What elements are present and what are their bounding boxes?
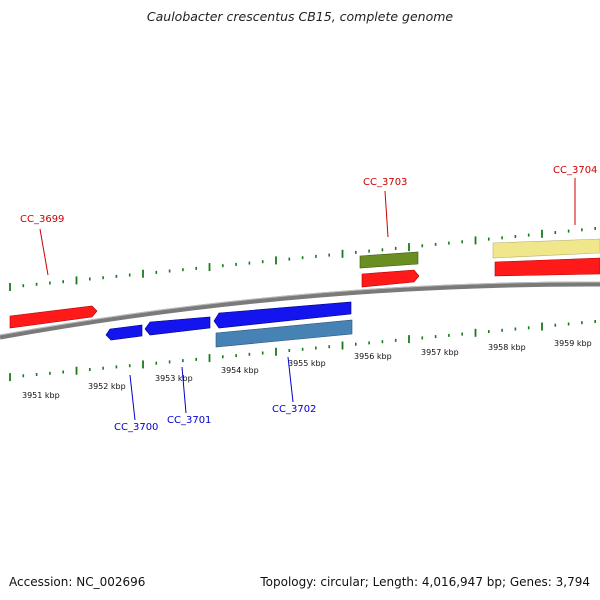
leader-cc-3703: [384, 190, 389, 238]
outer-tick-ring: [9, 227, 597, 291]
genome-title: Caulobacter crescentus CB15, complete ge…: [146, 9, 454, 24]
gene-cc-3700[interactable]: [105, 324, 143, 341]
gene-cc-3703[interactable]: [361, 269, 420, 288]
accession-text: Accession: NC_002696: [9, 575, 146, 589]
label-cc-3699: CC_3699: [20, 214, 64, 225]
gene-cc-3702[interactable]: [213, 301, 352, 329]
scale-label-3953: 3953 kbp: [155, 374, 193, 383]
feature-steel-block[interactable]: [215, 319, 353, 348]
gene-cc-3701[interactable]: [144, 316, 211, 336]
scale-label-3957: 3957 kbp: [421, 348, 459, 357]
label-cc-3701: CC_3701: [167, 415, 211, 426]
scale-label-3959: 3959 kbp: [554, 339, 592, 348]
genome-summary-text: Topology: circular; Length: 4,016,947 bp…: [260, 575, 590, 589]
leader-cc-3701: [181, 366, 187, 414]
gene-cc-3699[interactable]: [9, 305, 98, 329]
leader-cc-3702: [287, 356, 294, 403]
scale-label-3954: 3954 kbp: [221, 366, 259, 375]
label-cc-3703: CC_3703: [363, 177, 407, 188]
scale-label-3955: 3955 kbp: [288, 359, 326, 368]
label-cc-3700: CC_3700: [114, 422, 158, 433]
label-cc-3704: CC_3704: [553, 165, 597, 176]
scale-label-3952: 3952 kbp: [88, 382, 126, 391]
inner-tick-ring: [9, 320, 597, 382]
scale-label-3951: 3951 kbp: [22, 391, 60, 400]
genome-backbone: [0, 281, 600, 340]
scale-label-3956: 3956 kbp: [354, 352, 392, 361]
label-cc-3702: CC_3702: [272, 404, 316, 415]
feature-olive-block[interactable]: [359, 251, 419, 269]
leader-cc-3699: [39, 228, 49, 276]
leader-cc-3700: [129, 374, 136, 421]
gene-cc-3704[interactable]: [494, 257, 600, 277]
feature-khaki-block[interactable]: [492, 238, 600, 259]
scale-label-3958: 3958 kbp: [488, 343, 526, 352]
